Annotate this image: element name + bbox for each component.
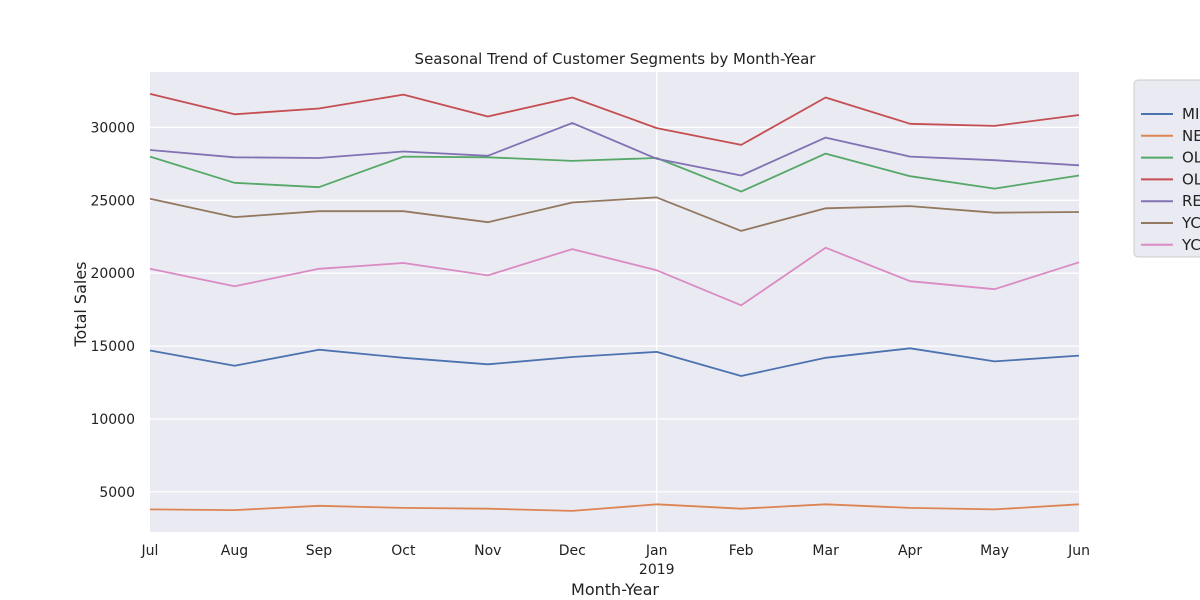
x-tick-label-jan: Jan bbox=[645, 543, 668, 559]
series-line-3-ol bbox=[149, 152, 1080, 193]
legend-label-1: MI bbox=[1182, 105, 1199, 123]
legend-label-2: NE bbox=[1182, 127, 1200, 145]
legend-label-4: OL bbox=[1182, 170, 1200, 188]
series-line-7-yc bbox=[149, 246, 1080, 307]
x-tick-label-apr: Apr bbox=[898, 543, 922, 559]
x-tick-label-sep: Sep bbox=[306, 543, 333, 559]
x-tick-labels: Jul Aug Sep Oct Nov Dec Jan 2019 Feb Mar Apr May Jun bbox=[141, 543, 1090, 578]
x-tick-label-jun: Jun bbox=[1067, 543, 1090, 559]
x-tick-label-dec: Dec bbox=[559, 543, 586, 559]
legend-label-6: YC bbox=[1181, 214, 1200, 232]
y-tick-label-10000: 10000 bbox=[90, 412, 135, 428]
y-tick-label-15000: 15000 bbox=[90, 339, 135, 355]
x-tick-label-jul: Jul bbox=[141, 543, 159, 559]
x-tick-label-nov: Nov bbox=[474, 543, 501, 559]
y-tick-label-25000: 25000 bbox=[90, 193, 135, 209]
legend-box bbox=[1133, 79, 1200, 258]
y-tick-labels: 5000 10000 15000 20000 25000 30000 bbox=[90, 120, 135, 501]
x-axis-label: Month-Year bbox=[571, 580, 659, 599]
series-line-6-yc bbox=[149, 196, 1080, 232]
x-tick-label-feb: Feb bbox=[729, 543, 754, 559]
series-line-5-re bbox=[149, 122, 1080, 177]
grid-lines bbox=[150, 72, 1079, 532]
legend: MI NE OL OL RE YC YC bbox=[1133, 79, 1200, 258]
legend-label-7: YC bbox=[1181, 236, 1200, 254]
y-axis-label: Total Sales bbox=[71, 261, 90, 347]
x-tick-label-mar: Mar bbox=[812, 543, 839, 559]
plot-background bbox=[150, 72, 1079, 532]
legend-label-5: RE bbox=[1182, 192, 1200, 210]
legend-label-3: OL bbox=[1182, 149, 1200, 167]
y-tick-label-20000: 20000 bbox=[90, 266, 135, 282]
chart-title: Seasonal Trend of Customer Segments by M… bbox=[415, 50, 817, 68]
y-tick-label-5000: 5000 bbox=[99, 485, 135, 501]
x-tick-label-aug: Aug bbox=[221, 543, 248, 559]
x-tick-label-may: May bbox=[980, 543, 1009, 559]
series-line-1-mi bbox=[149, 347, 1080, 377]
x-tick-label-oct: Oct bbox=[391, 543, 416, 559]
y-tick-label-30000: 30000 bbox=[90, 120, 135, 136]
x-tick-sublabel-2019: 2019 bbox=[639, 562, 675, 578]
series-line-4-ol bbox=[149, 93, 1080, 146]
series-lines bbox=[149, 93, 1080, 512]
series-line-2-ne bbox=[149, 503, 1080, 512]
